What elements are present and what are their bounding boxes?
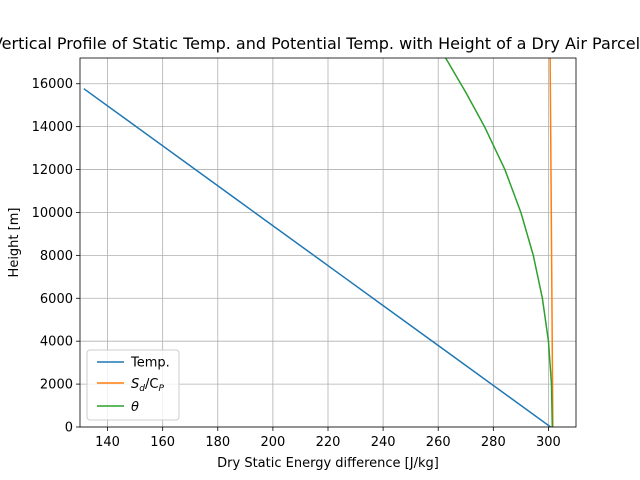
y-tick-label: 14000 <box>32 120 73 135</box>
legend-label-theta: θ <box>131 400 139 415</box>
y-tick-label: 6000 <box>40 292 73 307</box>
legend-label-sd-cp-sub1: d <box>139 384 145 394</box>
x-tick-label: 260 <box>426 435 451 450</box>
x-tick-label: 220 <box>316 435 341 450</box>
legend-frame <box>86 349 180 421</box>
legend-label-sd-cp-sub2: P <box>158 384 164 394</box>
y-tick-label: 10000 <box>32 206 73 221</box>
legend-label-sd-cp: Sd/CP <box>131 377 164 394</box>
y-axis: 0 2000 4000 6000 8000 10000 12000 14000 16000 <box>32 77 80 436</box>
legend: Temp. Sd/CP θ <box>86 349 180 421</box>
y-tick-label: 16000 <box>32 77 73 92</box>
chart-title: Vertical Profile of Static Temp. and Pot… <box>0 34 640 53</box>
x-axis-label: Dry Static Energy difference [J/kg] <box>217 456 439 471</box>
y-tick-label: 0 <box>65 421 73 436</box>
y-axis-label: Height [m] <box>7 208 22 278</box>
x-tick-label: 200 <box>260 435 285 450</box>
x-axis: 140 160 180 200 220 240 260 280 300 <box>95 427 561 450</box>
legend-label-temp: Temp. <box>130 356 170 371</box>
series-line-temp <box>83 88 552 427</box>
series-line-theta <box>444 58 554 427</box>
series-line-sd-cp <box>549 58 554 427</box>
series-group <box>83 58 554 427</box>
x-tick-label: 300 <box>536 435 561 450</box>
legend-label-sd-cp-main: S <box>131 377 139 392</box>
x-tick-label: 240 <box>371 435 396 450</box>
x-tick-label: 280 <box>481 435 506 450</box>
y-tick-label: 2000 <box>40 378 73 393</box>
y-tick-label: 4000 <box>40 335 73 350</box>
x-tick-label: 140 <box>95 435 120 450</box>
x-tick-label: 160 <box>150 435 175 450</box>
y-tick-label: 12000 <box>32 163 73 178</box>
x-tick-label: 180 <box>205 435 230 450</box>
legend-label-sd-cp-mid: /C <box>145 377 158 392</box>
y-tick-label: 8000 <box>40 249 73 264</box>
